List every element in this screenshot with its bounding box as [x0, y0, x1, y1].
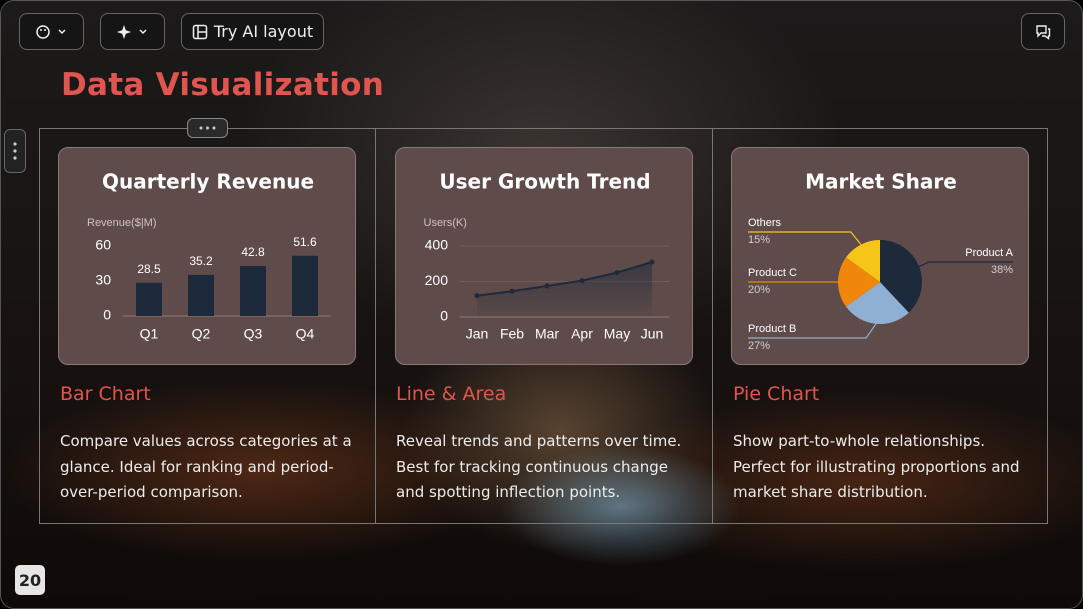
- line: [476, 261, 653, 297]
- divider: [375, 128, 376, 524]
- x-tick-label: Q2: [192, 326, 211, 342]
- drag-handle[interactable]: [4, 129, 26, 173]
- value-label: 38%: [991, 264, 1013, 276]
- card-heading: Line & Area: [396, 383, 507, 405]
- axis-title: Revenue($|M): [87, 217, 157, 229]
- axis-title: Users(K): [424, 217, 467, 229]
- icon: [116, 24, 147, 39]
- y-tick-label: 0: [103, 307, 111, 323]
- icon: [192, 24, 208, 39]
- legend-label: Product A: [965, 247, 1013, 259]
- leader-line: [748, 323, 877, 339]
- value-label: 35.2: [189, 254, 213, 268]
- bar: [292, 255, 318, 316]
- chart: Quarterly Revenue Revenue($|M) 0 30 60 28.5 Q1…: [87, 170, 331, 342]
- bar: [188, 274, 214, 316]
- chart-panel: Quarterly Revenue Revenue($|M) 0 30 60 28.5 Q1…: [58, 147, 356, 365]
- y-tick-label: 0: [440, 308, 448, 324]
- x-tick-label: Mar: [535, 326, 559, 342]
- chart-title: Market Share: [805, 170, 957, 194]
- comments-button[interactable]: [1021, 13, 1065, 50]
- icon: [199, 126, 216, 130]
- x-tick-label: Jun: [641, 326, 664, 342]
- value-label: 51.6: [293, 235, 317, 249]
- y-tick-label: 200: [425, 272, 449, 288]
- ai-button[interactable]: [100, 13, 165, 50]
- chart-panel: User Growth Trend Users(K) 0 200 400 Jan Feb Ma…: [395, 147, 693, 365]
- card-description: Show part-to-whole relationships. Perfec…: [733, 432, 1020, 501]
- chart: Market Share Product A 38% Product B 27% Prod…: [748, 170, 1014, 352]
- y-tick-label: 30: [95, 272, 111, 288]
- value-label: 15%: [748, 234, 770, 246]
- card-grid: [39, 128, 1048, 524]
- divider: [712, 128, 713, 524]
- icon: [1036, 24, 1051, 40]
- more-handle[interactable]: [187, 118, 228, 138]
- value-label: 27%: [748, 340, 770, 352]
- card-heading: Bar Chart: [60, 383, 151, 405]
- x-tick-label: Feb: [500, 326, 524, 342]
- x-tick-label: Q3: [244, 326, 263, 342]
- chart-panel: Market Share Product A 38% Product B 27% Prod…: [731, 147, 1029, 365]
- point: [509, 288, 515, 294]
- bar: [136, 282, 162, 316]
- button-label: Try AI layout: [213, 22, 314, 41]
- x-tick-label: May: [604, 326, 630, 342]
- value-label: 20%: [748, 284, 770, 296]
- theme-button[interactable]: [19, 13, 84, 50]
- point: [649, 259, 655, 265]
- slide-title: Data Visualization: [61, 67, 385, 103]
- area: [477, 261, 652, 317]
- card-description: Reveal trends and patterns over time. Be…: [396, 432, 682, 501]
- point: [579, 278, 585, 284]
- legend-label: Others: [748, 217, 782, 229]
- y-tick-label: 60: [95, 237, 111, 253]
- x-tick-label: Jan: [466, 326, 489, 342]
- ai-layout-button[interactable]: Try AI layout: [181, 13, 324, 50]
- bar: [240, 266, 266, 316]
- icon: [35, 24, 66, 39]
- pie-slice: [880, 240, 922, 313]
- legend-label: Product B: [748, 323, 796, 335]
- point: [614, 270, 620, 276]
- point: [544, 283, 550, 289]
- icon: [13, 142, 17, 160]
- y-tick-label: 400: [425, 237, 449, 253]
- x-tick-label: Q4: [296, 326, 315, 342]
- value-label: 28.5: [137, 262, 161, 276]
- pie-slice: [838, 257, 880, 307]
- leader-line: [748, 231, 862, 245]
- card-heading: Pie Chart: [733, 383, 820, 405]
- x-tick-label: Q1: [140, 326, 159, 342]
- value-label: 42.8: [241, 245, 265, 259]
- leader-line: [918, 261, 1013, 268]
- chart-title: User Growth Trend: [439, 170, 650, 194]
- chart: User Growth Trend Users(K) 0 200 400 Jan Feb Ma…: [424, 170, 670, 342]
- point: [474, 293, 480, 299]
- chart-title: Quarterly Revenue: [102, 170, 314, 194]
- legend-label: Product C: [748, 267, 797, 279]
- x-tick-label: Apr: [571, 326, 593, 342]
- pie-slice: [846, 240, 880, 282]
- card-description: Compare values across categories at a gl…: [60, 432, 352, 501]
- page-number: 20: [15, 565, 45, 595]
- pie-slice: [846, 282, 909, 324]
